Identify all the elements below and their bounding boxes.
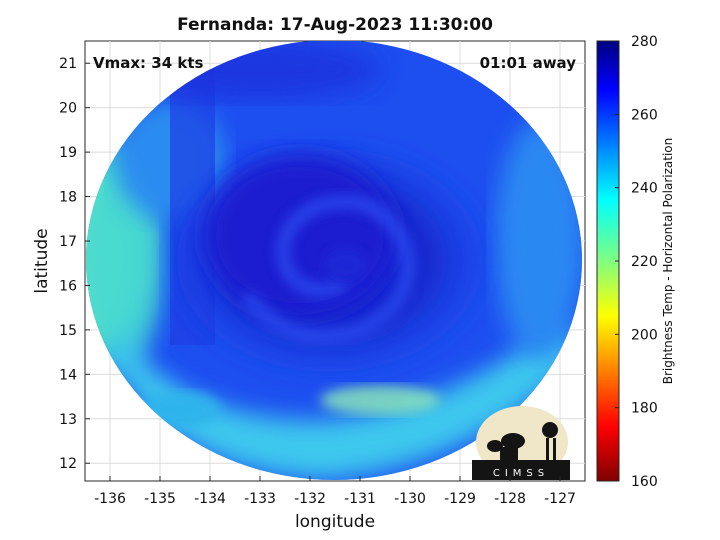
y-tick-label: 13 (59, 412, 77, 428)
x-tick-label: -133 (244, 491, 276, 507)
y-tick-label: 20 (59, 101, 77, 117)
y-tick-label: 14 (59, 367, 77, 383)
x-tick-label: -136 (94, 491, 126, 507)
colorbar-tick-label: 180 (631, 401, 658, 417)
colorbar-tick-label: 260 (631, 107, 658, 123)
time-offset-label: 01:01 away (480, 54, 577, 72)
cimss-logo: CIMSS (472, 406, 570, 480)
y-tick-label: 19 (59, 145, 77, 161)
x-tick-label: -128 (494, 491, 526, 507)
x-tick-label: -134 (194, 491, 226, 507)
colorbar-tick-label: 200 (631, 327, 658, 343)
chart-title: Fernanda: 17-Aug-2023 11:30:00 (177, 15, 493, 35)
colorbar-label: Brightness Temp - Horizontal Polarizatio… (661, 138, 675, 385)
colorbar: 280 260 240 220 200 180 160 Brightness Temp - … (596, 34, 675, 490)
x-tick-label: -132 (294, 491, 326, 507)
x-tick-label: -135 (144, 491, 176, 507)
x-axis-ticks: -136 -135 -134 -133 -132 -131 -130 -129 -128 -127 (94, 476, 576, 507)
x-tick-label: -131 (344, 491, 376, 507)
vmax-label: Vmax: 34 kts (93, 54, 203, 72)
y-tick-label: 12 (59, 456, 77, 472)
x-tick-label: -130 (394, 491, 426, 507)
y-tick-label: 17 (59, 234, 77, 250)
colorbar-tick-label: 280 (631, 34, 658, 50)
colorbar-tick-label: 240 (631, 181, 658, 197)
y-axis-ticks: 12 13 14 15 16 17 18 19 20 21 (59, 56, 90, 472)
cimss-logo-text: CIMSS (493, 468, 549, 479)
x-tick-label: -127 (544, 491, 576, 507)
y-tick-label: 15 (59, 323, 77, 339)
colorbar-ticks: 280 260 240 220 200 180 160 (615, 34, 658, 490)
colorbar-tick-label: 220 (631, 254, 658, 270)
y-tick-label: 18 (59, 190, 77, 206)
x-tick-label: -129 (444, 491, 476, 507)
y-tick-label: 16 (59, 278, 77, 294)
colorbar-tick-label: 160 (631, 474, 658, 490)
y-axis-label: latitude (32, 228, 52, 293)
y-tick-label: 21 (59, 56, 77, 72)
x-axis-label: longitude (295, 512, 375, 532)
plot-area: CIMSS Vmax: 34 kts 01:01 away -136 -135 -1… (59, 40, 586, 507)
